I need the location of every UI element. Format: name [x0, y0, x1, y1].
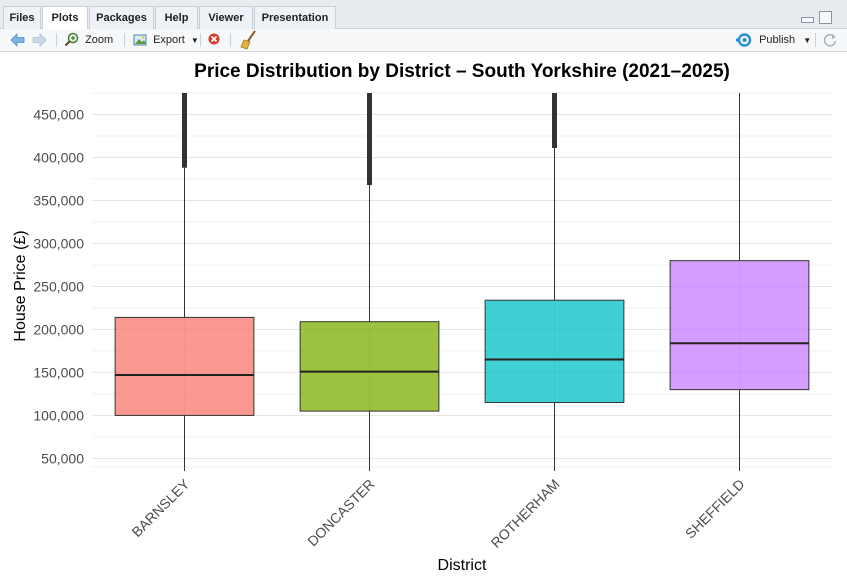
- y-tick-label: 250,000: [33, 278, 84, 294]
- box-rotherham: [484, 93, 625, 467]
- export-label: Export: [153, 34, 185, 46]
- clear-all-plots-button[interactable]: [240, 29, 258, 51]
- zoom-label: Zoom: [85, 34, 114, 46]
- pane-tab-bar: Files Plots Packages Help Viewer Present…: [0, 0, 847, 30]
- y-tick-label: 200,000: [33, 321, 84, 337]
- box-sheffield: [669, 93, 810, 467]
- tab-help[interactable]: Help: [155, 6, 198, 29]
- toolbar-separator: [230, 33, 231, 47]
- broom-icon: [240, 30, 256, 50]
- chart-title: Price Distribution by District – South Y…: [194, 61, 730, 82]
- tab-viewer[interactable]: Viewer: [199, 6, 253, 29]
- export-button[interactable]: Export ▼: [132, 29, 199, 51]
- minimize-pane-icon[interactable]: [801, 17, 814, 23]
- y-tick-label: 150,000: [33, 364, 84, 380]
- x-tick-label: BARNSLEY: [128, 475, 193, 540]
- x-axis-label: District: [438, 557, 487, 574]
- chevron-down-icon: ▼: [803, 36, 812, 45]
- y-tick-label: 100,000: [33, 407, 84, 423]
- y-tick-label: 50,000: [41, 450, 84, 466]
- plots-toolbar: Zoom Export ▼ Publish ▼: [0, 29, 847, 52]
- zoom-button[interactable]: Zoom: [64, 29, 113, 51]
- y-tick-label: 450,000: [33, 106, 84, 122]
- y-axis: 50,000 100,000 150,000 200,000 250,000 300,00…: [33, 106, 84, 466]
- publish-button[interactable]: Publish ▼: [736, 29, 811, 51]
- x-tick-label: ROTHERHAM: [488, 476, 563, 551]
- x-axis: BARNSLEY DONCASTER ROTHERHAM SHEFFIELD: [128, 467, 748, 551]
- remove-plot-icon: [208, 33, 220, 45]
- toolbar-separator: [815, 33, 816, 47]
- y-axis-label: House Price (£): [12, 230, 29, 341]
- iqr-box: [299, 321, 440, 412]
- box-barnsley: [114, 93, 255, 467]
- boxes: [114, 93, 810, 467]
- toolbar-separator: [124, 33, 125, 47]
- tab-files[interactable]: Files: [3, 6, 41, 29]
- x-tick-label: DONCASTER: [304, 476, 377, 549]
- publish-label: Publish: [759, 34, 796, 46]
- plot-viewer: Price Distribution by District – South Y…: [0, 52, 847, 576]
- remove-plot-button[interactable]: [207, 29, 221, 51]
- forward-arrow-icon[interactable]: [32, 29, 48, 51]
- boxplot-chart: Price Distribution by District – South Y…: [12, 61, 832, 574]
- box-doncaster: [299, 93, 440, 467]
- toolbar-separator: [200, 33, 201, 47]
- x-tick-label: SHEFFIELD: [682, 476, 748, 542]
- y-tick-label: 350,000: [33, 192, 84, 208]
- refresh-plot-button[interactable]: [822, 29, 838, 51]
- tab-packages[interactable]: Packages: [89, 6, 154, 29]
- y-tick-label: 300,000: [33, 235, 84, 251]
- toolbar-separator: [56, 33, 57, 47]
- tab-presentation[interactable]: Presentation: [254, 6, 336, 29]
- refresh-icon: [823, 33, 837, 47]
- maximize-pane-icon[interactable]: [819, 11, 832, 24]
- publish-icon: [736, 33, 752, 47]
- back-arrow-icon[interactable]: [9, 29, 25, 51]
- iqr-box: [484, 299, 625, 404]
- zoom-icon: [64, 32, 79, 47]
- tab-plots[interactable]: Plots: [42, 6, 88, 30]
- export-image-icon: [133, 34, 147, 46]
- iqr-box: [669, 260, 810, 391]
- iqr-box: [114, 316, 255, 416]
- chevron-down-icon: ▼: [190, 36, 199, 45]
- y-tick-label: 400,000: [33, 149, 84, 165]
